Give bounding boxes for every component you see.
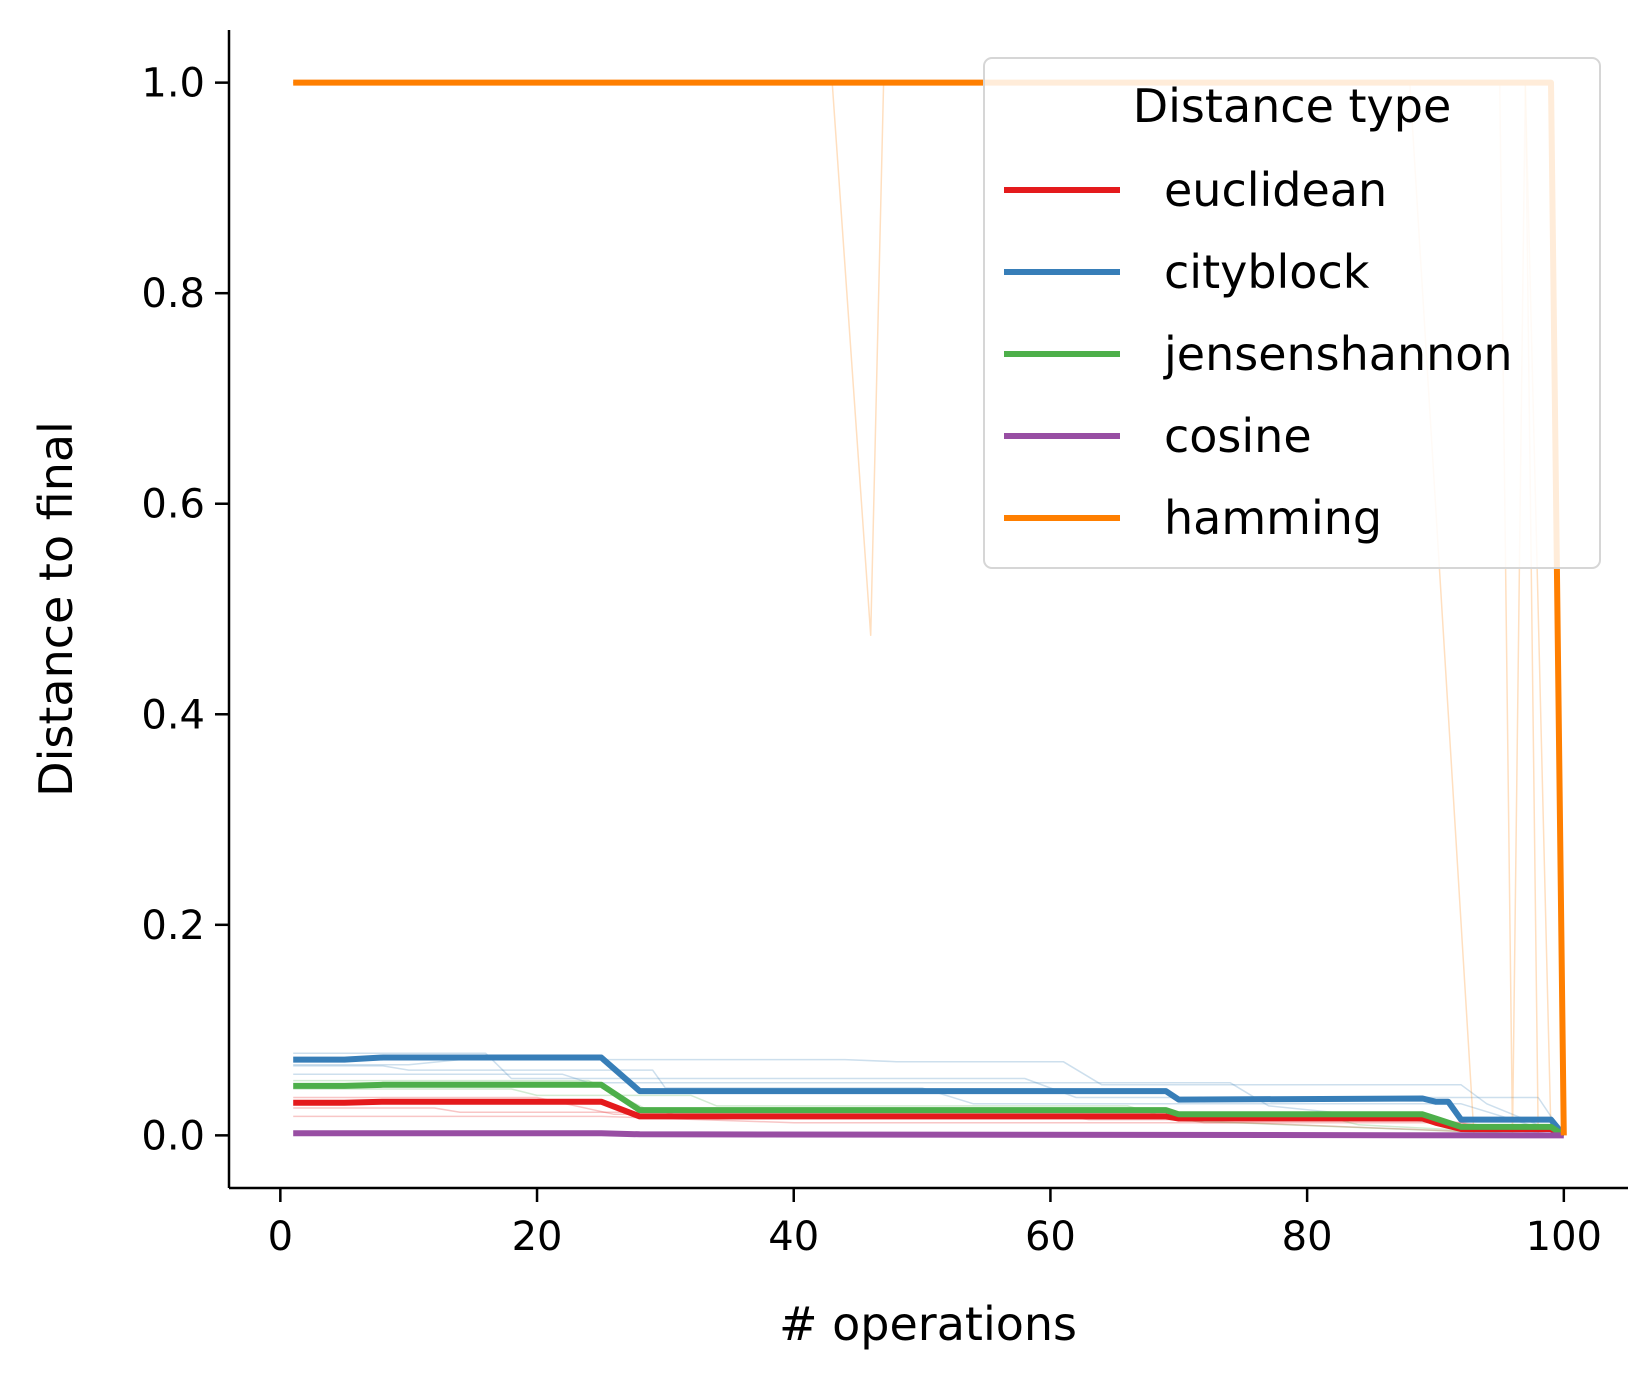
x-tick-label: 20 (512, 1214, 563, 1260)
cityblock-run-line (293, 1073, 1564, 1137)
legend-label-jensenshannon: jensenshannon (1163, 327, 1513, 381)
cosine-series-line (293, 1130, 1564, 1139)
y-tick-label: 0.4 (141, 692, 205, 738)
y-tick-label: 0.8 (141, 271, 205, 317)
x-axis-ticks: 0 20 40 60 80 100 (268, 1188, 1602, 1260)
legend-label-euclidean: euclidean (1164, 163, 1387, 217)
y-axis-label: Distance to final (29, 421, 83, 797)
y-tick-label: 1.0 (141, 61, 205, 107)
y-tick-label: 0.0 (141, 1113, 205, 1159)
y-tick-label: 0.6 (141, 482, 205, 528)
cityblock-run-line (293, 1065, 1565, 1137)
jensenshannon-series-line (293, 1081, 1566, 1138)
x-tick-label: 80 (1282, 1214, 1333, 1260)
euclidean-run-line (293, 1115, 1564, 1137)
x-tick-label: 100 (1526, 1214, 1602, 1260)
cityblock-run-line (293, 1052, 1565, 1136)
cityblock-series-line (293, 1054, 1567, 1138)
legend-label-cityblock: cityblock (1164, 245, 1370, 299)
cityblock-run-line (293, 1058, 1565, 1137)
legend-entries: euclidean cityblock jensenshannon cosine ham… (1004, 163, 1513, 545)
legend-title: Distance type (1133, 79, 1452, 133)
y-axis-ticks: 0.0 0.2 0.4 0.6 0.8 1.0 (141, 61, 229, 1159)
legend: Distance type euclidean cityblock jensensh… (983, 57, 1601, 569)
legend-frame (983, 57, 1601, 569)
x-tick-label: 40 (768, 1214, 819, 1260)
legend-label-hamming: hamming (1164, 491, 1382, 545)
x-tick-label: 0 (268, 1214, 293, 1260)
x-tick-label: 60 (1025, 1214, 1076, 1260)
y-tick-label: 0.2 (141, 903, 205, 949)
x-axis-label: # operations (779, 1297, 1077, 1351)
legend-label-cosine: cosine (1164, 409, 1312, 463)
